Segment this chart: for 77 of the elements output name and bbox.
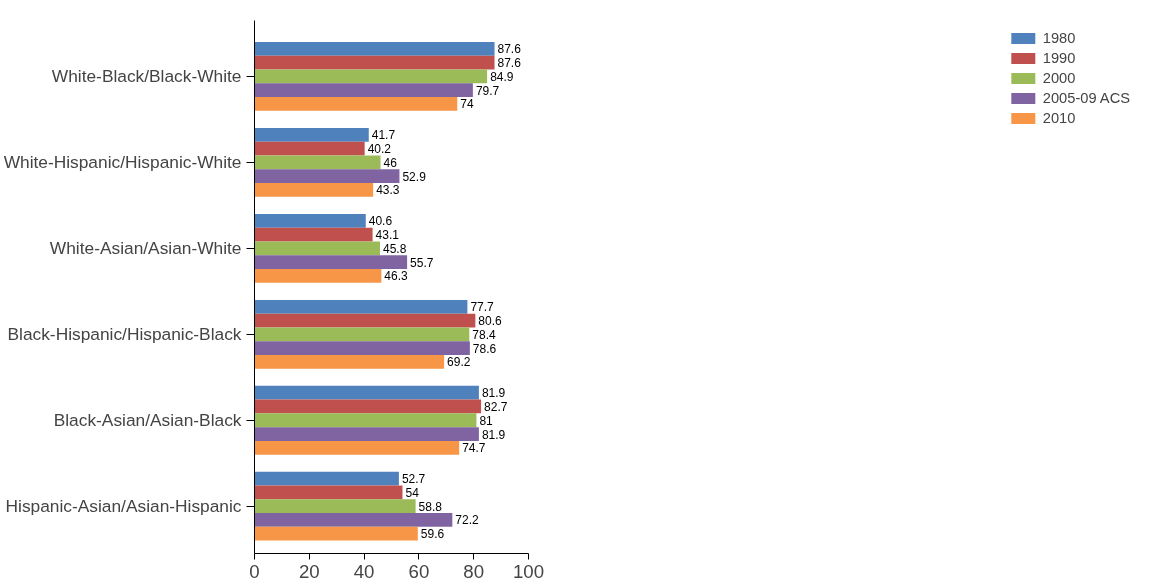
bar (254, 526, 418, 541)
data-label: 80.6 (478, 314, 503, 329)
data-label: 74 (460, 97, 474, 112)
data-label: 74.7 (462, 441, 486, 456)
data-label: 81.9 (481, 427, 506, 442)
x-tick-label: 20 (298, 560, 320, 582)
bar (254, 299, 468, 314)
data-label: 52.7 (401, 472, 426, 487)
bar (254, 485, 403, 500)
x-tick-label: 60 (408, 560, 430, 582)
data-label: 78.4 (472, 327, 496, 342)
x-tick-label: 40 (353, 560, 375, 582)
bar (254, 413, 477, 428)
bar (254, 241, 380, 256)
data-label: 77.7 (470, 300, 495, 315)
y-tick-label: Hispanic-Asian/Asian-Hispanic (5, 496, 242, 517)
legend-label: 1980 (1042, 30, 1076, 46)
bar (254, 440, 460, 455)
data-label: 54 (405, 485, 420, 500)
y-tick-label: White-Hispanic/Hispanic-White (3, 152, 242, 173)
data-label: 43.3 (376, 183, 400, 198)
bar (254, 513, 453, 527)
y-tick-label: Black-Asian/Asian-Black (53, 410, 242, 431)
data-label: 72.2 (455, 513, 480, 528)
bar (254, 227, 373, 242)
data-label: 59.6 (420, 527, 445, 542)
data-label: 41.7 (371, 128, 396, 143)
x-tick-label: 80 (463, 560, 485, 582)
bar (254, 69, 488, 84)
data-label: 40.2 (367, 142, 392, 157)
x-tick-label: 100 (512, 560, 545, 582)
y-tick-label: White-Asian/Asian-White (49, 238, 242, 259)
data-label: 58.8 (418, 499, 443, 514)
bar (254, 341, 470, 355)
bar (254, 41, 495, 56)
data-label: 87.6 (497, 56, 522, 71)
data-label: 82.7 (484, 400, 508, 414)
bar (254, 213, 366, 228)
data-label: 87.6 (497, 42, 522, 57)
bar (254, 268, 382, 283)
data-label: 84.9 (490, 69, 514, 84)
bar (254, 83, 473, 98)
data-label: 79.7 (475, 83, 500, 98)
bar (254, 399, 482, 414)
data-label: 69.2 (447, 355, 471, 370)
data-label: 46 (383, 155, 398, 170)
bar (254, 313, 476, 328)
bar (254, 471, 399, 486)
data-label: 40.6 (368, 214, 393, 229)
bar (254, 182, 374, 197)
data-label: 55.7 (410, 255, 434, 270)
y-tick-label: Black-Hispanic/Hispanic-Black (7, 324, 242, 345)
legend-label: 2005-09 ACS (1042, 90, 1130, 106)
bar (254, 155, 381, 170)
legend-label: 2010 (1042, 110, 1076, 126)
bar (254, 127, 369, 142)
y-tick-label: White-Black/Black-White (51, 66, 242, 87)
data-label: 81.9 (481, 386, 506, 401)
legend-label: 2000 (1042, 70, 1076, 86)
data-label: 46.3 (384, 269, 409, 284)
bar (254, 385, 479, 400)
legend-label: 1990 (1042, 50, 1076, 66)
data-label: 78.6 (472, 341, 497, 356)
bar (254, 141, 365, 156)
data-label: 81 (479, 413, 494, 428)
bar (254, 169, 400, 183)
bar (254, 327, 470, 342)
x-tick-label: 0 (249, 560, 260, 582)
data-label: 45.8 (382, 241, 407, 256)
bar (254, 427, 479, 441)
bar (254, 55, 495, 70)
bar (254, 255, 408, 269)
bar (254, 499, 416, 514)
bar (254, 97, 458, 111)
data-label: 52.9 (402, 169, 427, 184)
data-label: 43.1 (375, 228, 400, 243)
bar (254, 354, 445, 369)
